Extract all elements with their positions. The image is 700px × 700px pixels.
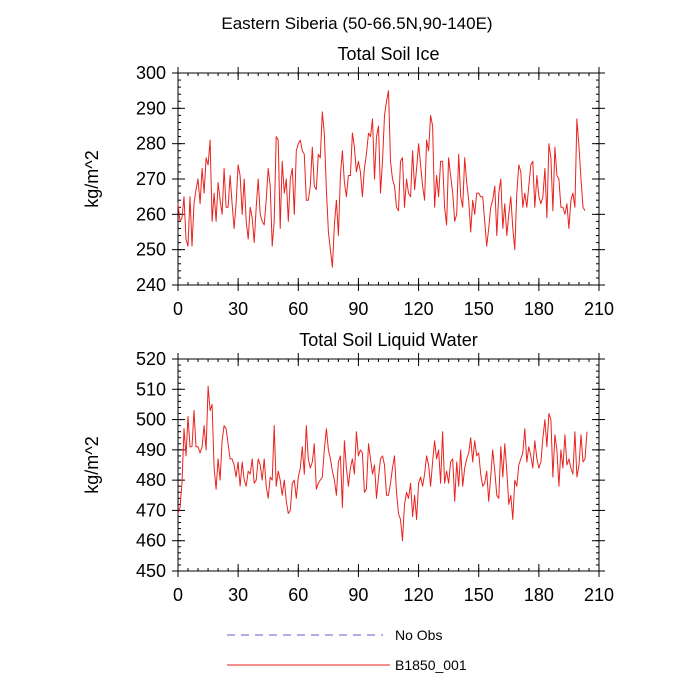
series-line-b1850	[177, 90, 586, 268]
y-axis-label: kg/m^2	[82, 150, 102, 207]
y-tick-label: 270	[136, 169, 166, 189]
x-tick-label: 150	[464, 299, 494, 319]
y-tick-label: 470	[136, 500, 166, 520]
y-tick-label: 480	[136, 470, 166, 490]
panel-total-soil-ice: Total Soil Ice kg/m^2 0 30 60 90 120 150 180 210 2…	[82, 44, 614, 319]
figure-title: Eastern Siberia (50-66.5N,90-140E)	[221, 14, 492, 33]
y-tick-label: 240	[136, 275, 166, 295]
x-tick-label: 180	[524, 585, 554, 605]
x-tick-label: 210	[584, 585, 614, 605]
y-tick-label: 290	[136, 98, 166, 118]
x-tick-label: 60	[288, 585, 308, 605]
y-tick-label: 450	[136, 561, 166, 581]
y-tick-label: 300	[136, 63, 166, 83]
y-axis-label: kg/m^2	[82, 436, 102, 493]
y-tick-label: 490	[136, 440, 166, 460]
y-tick-label: 250	[136, 240, 166, 260]
panel-total-soil-liquid-water: Total Soil Liquid Water kg/m^2 0 30 60 90 120 1…	[82, 330, 614, 605]
y-tick-label: 460	[136, 531, 166, 551]
plot-frame	[177, 72, 600, 286]
y-tick-label: 280	[136, 134, 166, 154]
x-tick-label: 210	[584, 299, 614, 319]
x-tick-label: 180	[524, 299, 554, 319]
x-tick-label: 0	[173, 299, 183, 319]
y-tick-label: 260	[136, 204, 166, 224]
x-tick-label: 30	[228, 299, 248, 319]
y-tick-label: 520	[136, 349, 166, 369]
x-tick-label: 120	[404, 299, 434, 319]
series-line-b1850	[177, 385, 588, 542]
panel-title: Total Soil Ice	[337, 44, 439, 64]
legend: No Obs B1850_001	[227, 627, 467, 673]
legend-label-b1850: B1850_001	[395, 657, 467, 673]
panel-title: Total Soil Liquid Water	[299, 330, 477, 350]
x-tick-label: 90	[348, 299, 368, 319]
x-tick-label: 150	[464, 585, 494, 605]
plot-frame	[177, 358, 600, 572]
x-tick-label: 30	[228, 585, 248, 605]
x-tick-label: 90	[348, 585, 368, 605]
legend-label-no-obs: No Obs	[395, 627, 442, 643]
x-tick-label: 60	[288, 299, 308, 319]
x-tick-label: 0	[173, 585, 183, 605]
y-tick-label: 500	[136, 410, 166, 430]
x-tick-label: 120	[404, 585, 434, 605]
y-tick-label: 510	[136, 379, 166, 399]
